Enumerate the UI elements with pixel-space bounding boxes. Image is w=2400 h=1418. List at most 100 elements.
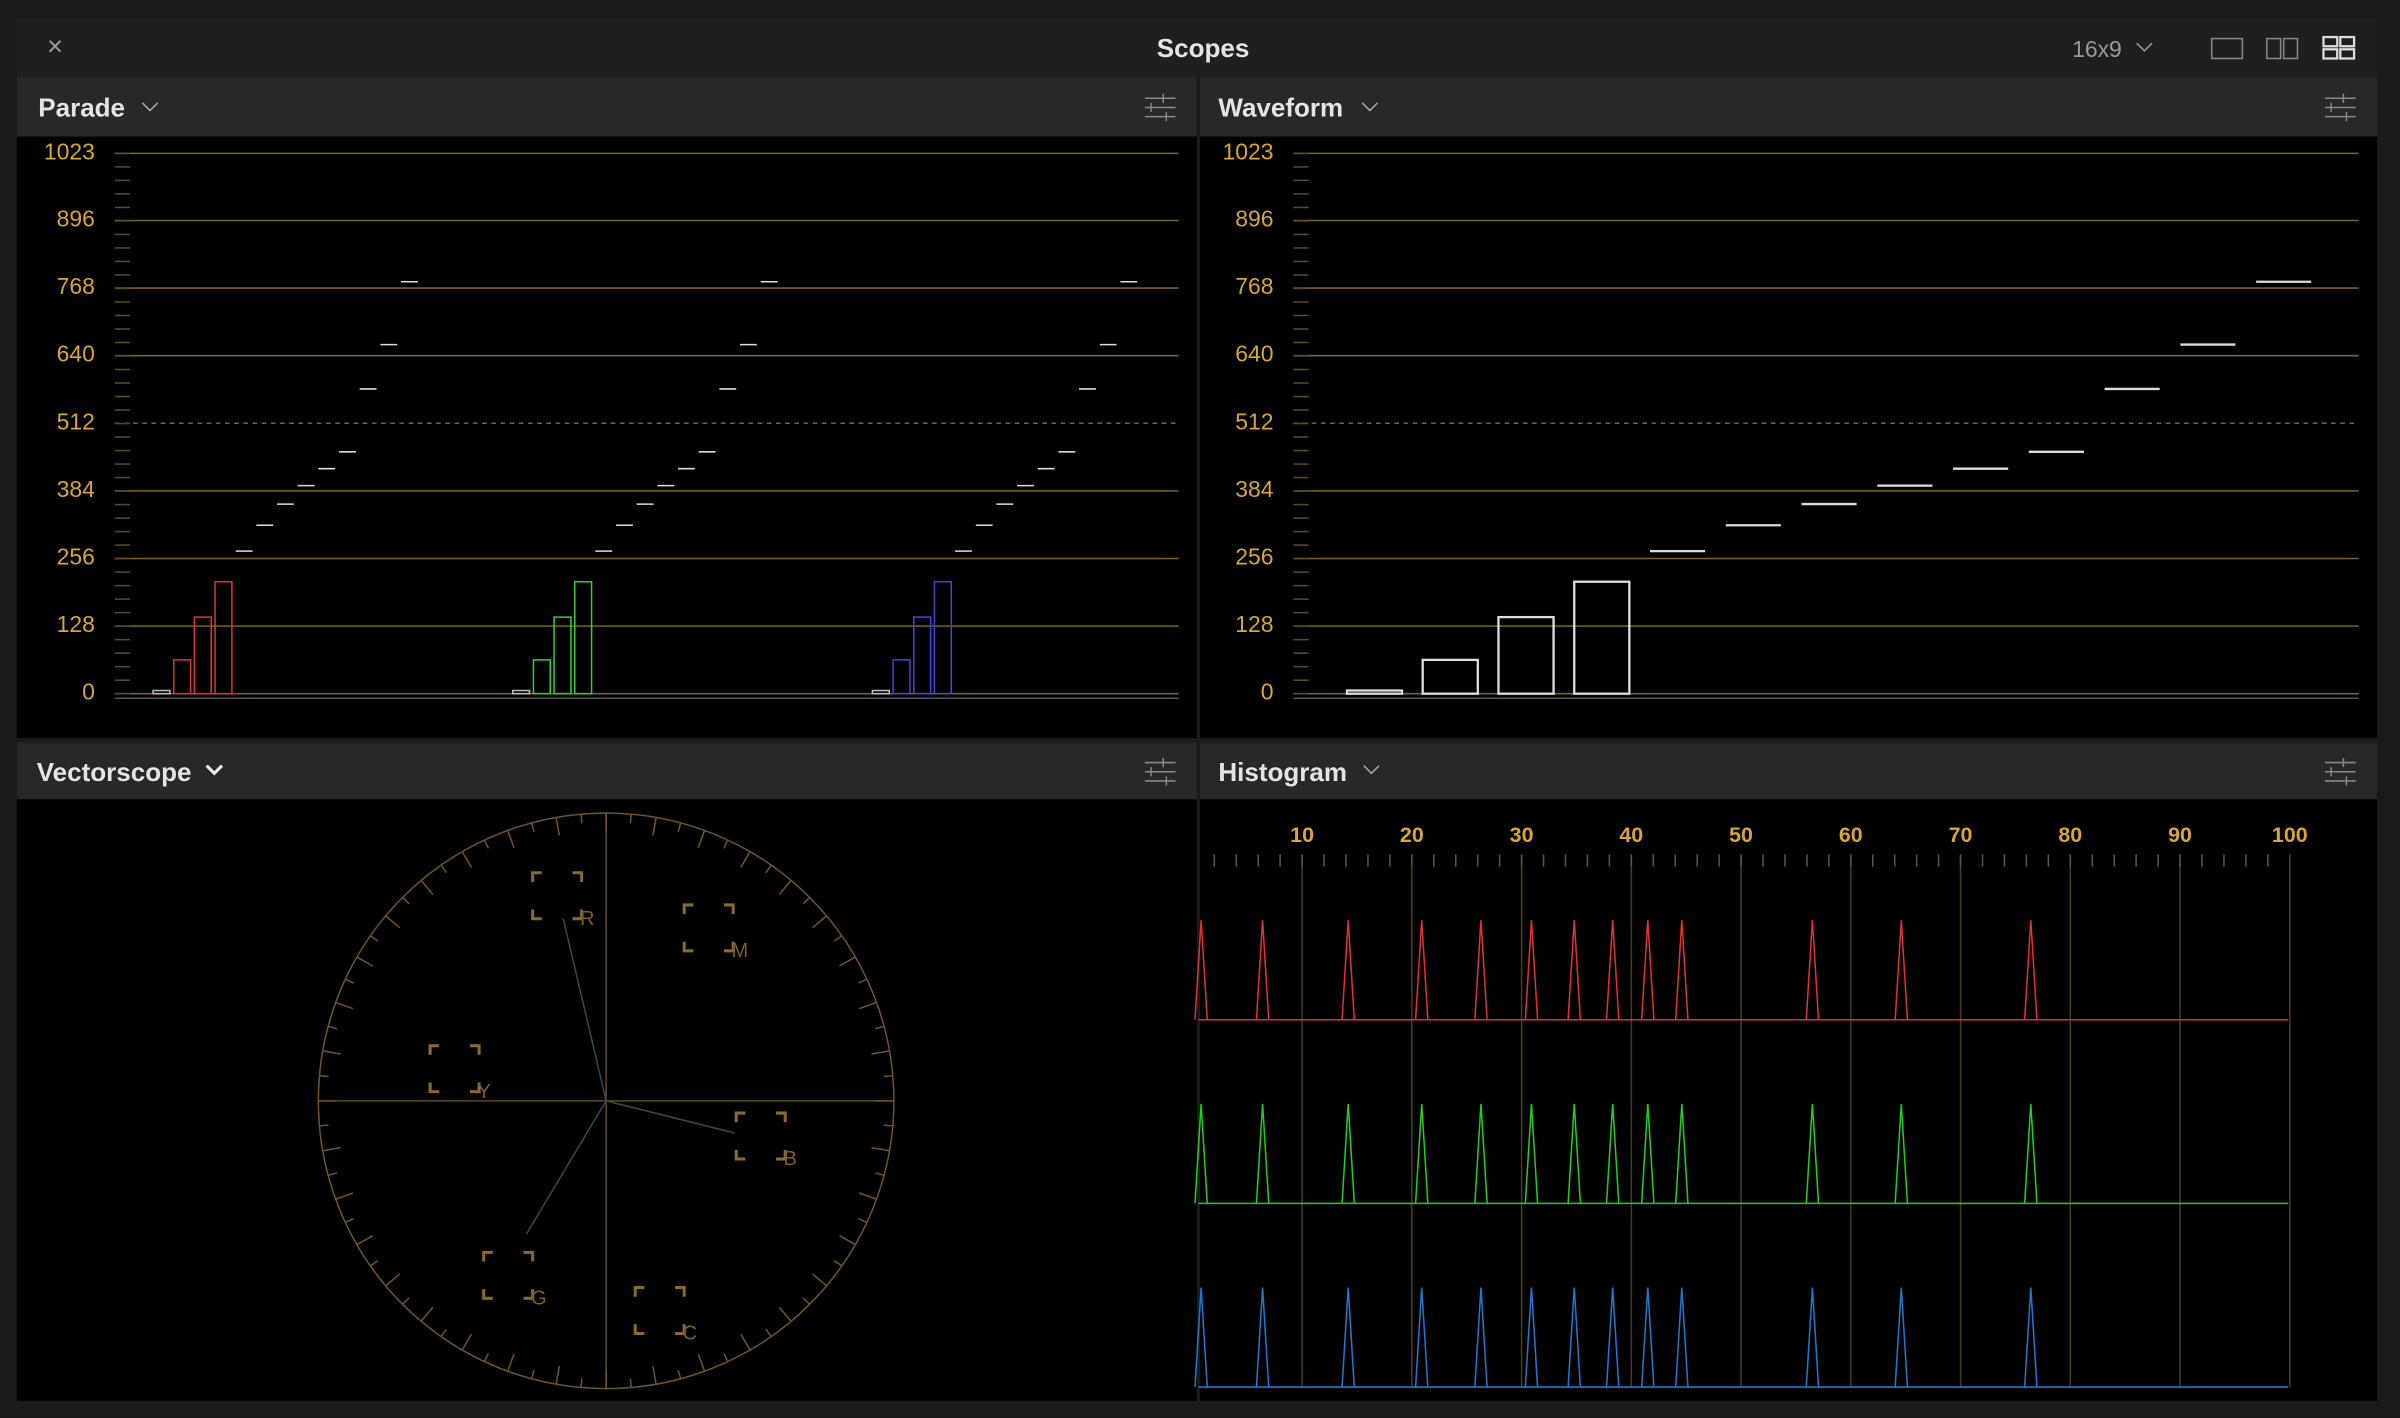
scope-tick xyxy=(580,814,583,824)
x-tick-label: 70 xyxy=(1949,823,1973,847)
hist-peak xyxy=(1194,1287,1209,1388)
hist-peak xyxy=(1341,1103,1356,1204)
scope-tick xyxy=(322,1050,341,1055)
hist-peak xyxy=(1805,1103,1820,1204)
y-tick-label: 1023 xyxy=(44,138,95,164)
aspect-dropdown[interactable]: 16x9 xyxy=(2072,36,2122,62)
target-label: R xyxy=(580,908,594,930)
plot-area xyxy=(16,136,1197,739)
title-bar xyxy=(16,18,2378,77)
scope-tick xyxy=(677,1369,682,1379)
scope-tick xyxy=(811,915,828,929)
scope-tick xyxy=(461,851,473,868)
scope-tick xyxy=(765,1328,772,1337)
parade-step xyxy=(871,689,891,695)
hist-peak xyxy=(1640,1287,1655,1388)
scope-tick xyxy=(629,814,632,824)
y-tick-label: 1023 xyxy=(1222,138,1273,164)
scope-tick xyxy=(677,822,682,832)
target-box xyxy=(633,1286,686,1336)
scope-tick xyxy=(697,830,706,848)
scope-tick xyxy=(356,1234,374,1246)
panel-header xyxy=(1200,76,2378,137)
scope-tick xyxy=(833,1259,843,1267)
hist-peak xyxy=(2023,1287,2038,1388)
hist-peak xyxy=(1640,1103,1655,1204)
y-tick-label: 384 xyxy=(57,476,96,502)
scope-tick xyxy=(859,1001,877,1010)
scope-tick xyxy=(652,817,657,836)
hist-peak xyxy=(1567,920,1582,1020)
scope-tick xyxy=(530,822,535,832)
y-tick-label: 0 xyxy=(82,679,95,705)
waveform-step xyxy=(1497,615,1555,695)
target-box xyxy=(682,903,735,953)
target-label: Y xyxy=(478,1081,491,1103)
panel-title[interactable]: Vectorscope xyxy=(37,757,192,787)
hist-peak xyxy=(1894,920,1909,1020)
panel-header xyxy=(16,76,1197,137)
panel-title[interactable]: Histogram xyxy=(1218,757,1347,787)
scope-tick xyxy=(697,1353,706,1372)
x-tick-label: 20 xyxy=(1400,823,1424,847)
hist-peak xyxy=(1605,1287,1620,1388)
scope-tick xyxy=(440,1328,447,1337)
hist-peak xyxy=(1341,920,1356,1020)
y-tick-label: 256 xyxy=(1235,544,1273,570)
scope-tick xyxy=(402,896,410,905)
hist-peak xyxy=(1414,1287,1429,1388)
parade-step xyxy=(892,659,911,695)
close-button[interactable]: × xyxy=(47,30,63,61)
scope-tick xyxy=(369,1259,379,1267)
target-box xyxy=(428,1044,481,1094)
layout-dual[interactable] xyxy=(2266,37,2299,60)
x-tick-label: 10 xyxy=(1290,823,1314,847)
scope-tick xyxy=(740,1333,751,1351)
hist-peak xyxy=(1605,920,1620,1020)
window-title: Scopes xyxy=(1157,33,1250,63)
hist-peak xyxy=(1194,920,1209,1020)
scope-tick xyxy=(420,1306,434,1322)
hist-peak xyxy=(1194,1103,1209,1204)
hist-peak xyxy=(1414,920,1429,1020)
scope-tick xyxy=(652,1365,657,1385)
hist-peak xyxy=(1674,1103,1689,1204)
scope-tick xyxy=(839,1234,856,1246)
hist-peak xyxy=(1474,1103,1488,1204)
target-label: M xyxy=(732,940,749,962)
scope-tick xyxy=(345,978,354,984)
scope-tick xyxy=(875,1025,885,1030)
scope-tick xyxy=(319,1124,329,1127)
target-label: C xyxy=(683,1323,697,1345)
hist-peak xyxy=(1524,1103,1539,1204)
scope-tick xyxy=(385,1273,401,1287)
scope-tick xyxy=(740,851,751,868)
y-tick-label: 0 xyxy=(1261,679,1274,705)
y-tick-label: 128 xyxy=(57,611,95,637)
x-tick-label: 90 xyxy=(2168,823,2192,847)
y-tick-label: 512 xyxy=(57,408,95,434)
scope-tick xyxy=(833,935,843,942)
scope-tick xyxy=(369,935,379,942)
parade-step xyxy=(553,616,572,695)
panel-title[interactable]: Parade xyxy=(38,93,125,123)
target-box xyxy=(482,1250,535,1300)
scope-tick xyxy=(420,879,434,895)
layout-single[interactable] xyxy=(2210,37,2244,60)
settings-buttons[interactable] xyxy=(1144,93,2356,786)
panel-header xyxy=(16,742,1197,800)
layout-quad[interactable] xyxy=(2322,35,2356,60)
scope-tick xyxy=(778,879,792,895)
waveform-step xyxy=(1345,689,1404,695)
scope-tick xyxy=(335,1192,354,1200)
scope-tick xyxy=(483,839,490,849)
parade-step xyxy=(913,616,932,695)
scope-tick xyxy=(319,1074,329,1078)
scope-tick xyxy=(580,1378,583,1388)
hist-peak xyxy=(1255,1103,1270,1204)
panel-title[interactable]: Waveform xyxy=(1218,93,1343,123)
waveform-step xyxy=(1573,580,1631,695)
hist-peak xyxy=(1640,920,1655,1020)
panel-header xyxy=(1200,742,2378,800)
